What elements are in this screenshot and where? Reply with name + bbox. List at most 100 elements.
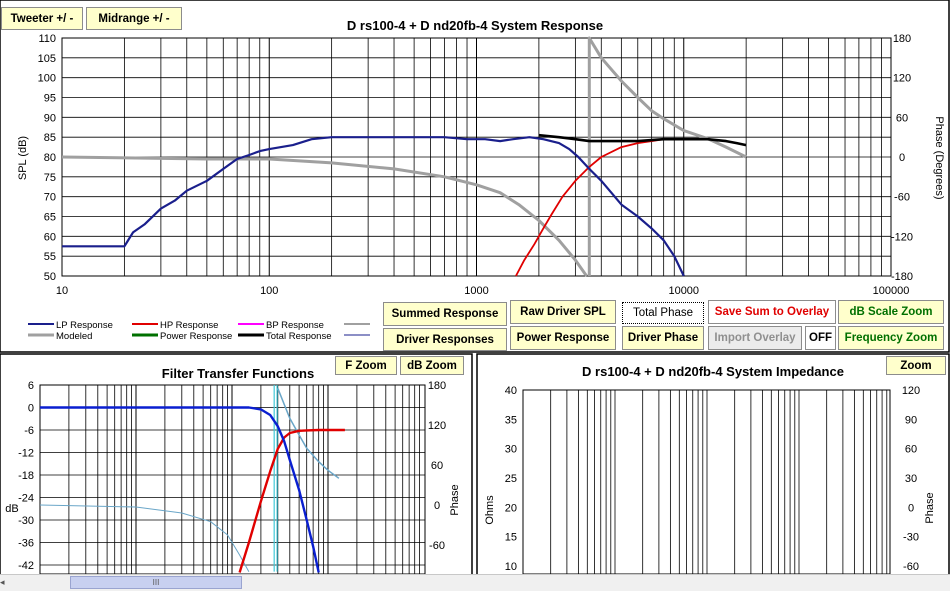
power-response-button[interactable]: Power Response xyxy=(510,326,616,350)
freq-tick-label: 100 xyxy=(260,285,278,297)
filter-db-tick-label: -42 xyxy=(18,560,34,572)
legend: LP Response HP Response BP Response Mode… xyxy=(28,320,370,342)
spl-tick-label: 90 xyxy=(44,112,56,124)
filter-phase-label: Phase xyxy=(449,484,461,515)
phase-tick-label: 0 xyxy=(899,152,905,164)
filter-db-label: dB xyxy=(5,503,18,515)
impedance-phase-label: Phase xyxy=(924,492,936,523)
freq-tick-label: 10 xyxy=(56,285,68,297)
freq-tick-label: 10000 xyxy=(668,285,699,297)
impedance-phase-tick-label: -60 xyxy=(903,561,919,573)
hp-response-series xyxy=(515,138,664,277)
freq-tick-label: 100000 xyxy=(873,285,910,297)
scroll-left-arrow-icon[interactable]: ◂ xyxy=(0,577,5,587)
driver-responses-button[interactable]: Driver Responses xyxy=(383,328,507,351)
lp-phase-series xyxy=(40,504,250,572)
spl-tick-label: 85 xyxy=(44,132,56,144)
spl-tick-label: 80 xyxy=(44,152,56,164)
filter-db-tick-label: 6 xyxy=(28,380,34,392)
phase-tick-label: -60 xyxy=(894,192,910,204)
filter-phase-tick-label: 0 xyxy=(434,500,440,512)
phase-tick-label: -120 xyxy=(891,231,913,243)
total-response-series xyxy=(538,133,747,147)
spl-axis-label: SPL (dB) xyxy=(17,136,29,180)
f-zoom-button[interactable]: F Zoom xyxy=(335,356,397,375)
phase-tick-label: 180 xyxy=(893,33,911,45)
summed-response-button[interactable]: Summed Response xyxy=(383,302,507,326)
spl-tick-label: 105 xyxy=(38,53,56,65)
raw-driver-spl-button[interactable]: Raw Driver SPL xyxy=(510,300,616,324)
filter-db-tick-label: -6 xyxy=(24,425,34,437)
spl-tick-label: 95 xyxy=(44,93,56,105)
filter-db-tick-label: -12 xyxy=(18,448,34,460)
spl-tick-label: 65 xyxy=(44,212,56,224)
db-zoom-button[interactable]: dB Zoom xyxy=(400,356,464,375)
spl-tick-label: 60 xyxy=(44,231,56,243)
impedance-plot-area xyxy=(522,389,891,575)
ohms-tick-label: 30 xyxy=(505,444,517,456)
phase-tick-label: 60 xyxy=(896,112,908,124)
spl-tick-label: 100 xyxy=(38,73,56,85)
ohms-tick-label: 35 xyxy=(505,414,517,426)
spl-tick-label: 75 xyxy=(44,172,56,184)
total-phase-button[interactable]: Total Phase xyxy=(622,302,704,324)
filter-transfer-title: Filter Transfer Functions xyxy=(162,366,314,381)
spl-tick-label: 50 xyxy=(44,271,56,283)
scroll-thumb[interactable]: III xyxy=(70,576,242,589)
filter-db-tick-label: -30 xyxy=(18,515,34,527)
filter-phase-tick-label: 60 xyxy=(431,460,443,472)
modeled-series xyxy=(61,155,588,277)
ohms-axis-label: Ohms xyxy=(484,495,496,525)
driver-phase-button[interactable]: Driver Phase xyxy=(622,326,704,350)
import-overlay-button[interactable]: Import Overlay xyxy=(708,326,802,350)
filter-db-tick-label: 0 xyxy=(28,403,34,415)
impedance-title: D rs100-4 + D nd20fb-4 System Impedance xyxy=(582,364,844,379)
impedance-phase-tick-label: 30 xyxy=(905,473,917,485)
legend-modeled: Modeled xyxy=(56,331,92,342)
spl-tick-label: 55 xyxy=(44,251,56,263)
filter-series-group xyxy=(40,385,345,573)
overlay-off-button[interactable]: OFF xyxy=(805,326,836,350)
legend-hp: HP Response xyxy=(160,320,218,331)
horizontal-scrollbar[interactable]: ◂ III xyxy=(0,574,950,591)
legend-power: Power Response xyxy=(160,331,232,342)
ohms-tick-label: 15 xyxy=(505,532,517,544)
phase-tick-label: -180 xyxy=(891,271,913,283)
filter-phase-tick-label: -60 xyxy=(429,540,445,552)
save-sum-to-overlay-button[interactable]: Save Sum to Overlay xyxy=(708,300,836,324)
tweeter-button[interactable]: Tweeter +/ - xyxy=(1,7,83,30)
spl-tick-label: 70 xyxy=(44,192,56,204)
phase-axis-label: Phase (Degrees) xyxy=(933,116,945,199)
filter-phase-tick-label: 120 xyxy=(428,420,446,432)
impedance-phase-tick-label: 90 xyxy=(905,414,917,426)
impedance-zoom-button[interactable]: Zoom xyxy=(886,356,946,375)
impedance-phase-tick-label: 120 xyxy=(902,385,920,397)
legend-lp: LP Response xyxy=(56,320,113,331)
ohms-tick-label: 10 xyxy=(505,561,517,573)
filter-db-tick-label: -18 xyxy=(18,470,34,482)
ohms-tick-label: 20 xyxy=(505,502,517,514)
spl-tick-label: 110 xyxy=(38,33,56,45)
freq-tick-label: 1000 xyxy=(464,285,488,297)
impedance-phase-tick-label: 0 xyxy=(908,502,914,514)
midrange-button[interactable]: Midrange +/ - xyxy=(86,7,182,30)
hp-phase-series xyxy=(277,388,340,479)
legend-bp: BP Response xyxy=(266,320,324,331)
lp-transfer-series xyxy=(40,406,320,573)
filter-phase-tick-label: 180 xyxy=(428,380,446,392)
impedance-phase-tick-label: -30 xyxy=(903,532,919,544)
impedance-phase-tick-label: 60 xyxy=(905,444,917,456)
filter-db-tick-label: -24 xyxy=(18,493,34,505)
hp-transfer-series xyxy=(238,428,345,573)
db-scale-zoom-button[interactable]: dB Scale Zoom xyxy=(838,300,944,324)
phase-series xyxy=(587,36,747,276)
legend-total: Total Response xyxy=(266,331,331,342)
phase-tick-label: 120 xyxy=(893,73,911,85)
system-response-panel xyxy=(0,0,950,353)
ohms-tick-label: 25 xyxy=(505,473,517,485)
ohms-tick-label: 40 xyxy=(505,385,517,397)
system-response-title: D rs100-4 + D nd20fb-4 System Response xyxy=(347,18,603,33)
lp-response-series xyxy=(62,136,685,277)
frequency-zoom-button[interactable]: Frequency Zoom xyxy=(838,326,944,350)
